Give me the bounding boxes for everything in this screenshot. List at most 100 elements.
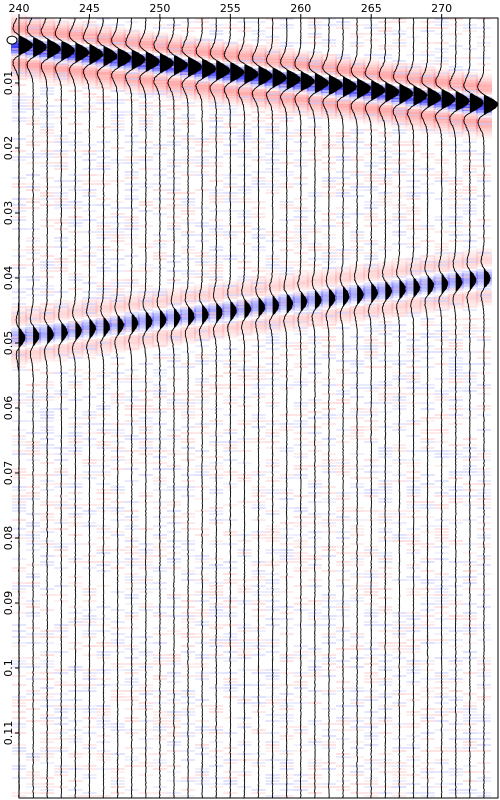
density-cell-direct (377, 105, 394, 108)
density-cell-reflection (335, 282, 352, 285)
noise-stripe (26, 48, 41, 50)
density-cell-direct (475, 128, 492, 131)
density-cell-direct (278, 74, 295, 78)
density-cell-reflection (320, 276, 337, 279)
density-cell-reflection (335, 313, 352, 316)
density-cell-reflection (95, 351, 112, 355)
density-cell-direct (236, 97, 253, 101)
density-cell-direct (405, 80, 422, 83)
noise-stripe (321, 72, 336, 74)
density-cell-direct (447, 80, 464, 84)
noise-stripe (68, 327, 83, 329)
noise-stripe (462, 123, 477, 125)
density-cell-reflection (264, 319, 281, 323)
density-cell-direct (391, 63, 408, 66)
noise-stripe (181, 300, 196, 302)
density-cell-direct (194, 40, 211, 43)
density-cell-direct (236, 53, 253, 57)
noise-stripe (476, 294, 491, 296)
noise-stripe (434, 261, 449, 263)
density-cell-direct (53, 48, 70, 51)
density-cell-reflection (391, 308, 408, 312)
density-cell-direct (278, 53, 295, 57)
density-cell-direct (461, 134, 478, 137)
noise-stripe (420, 63, 435, 65)
density-cell-direct (250, 50, 267, 53)
noise-stripe (166, 66, 181, 68)
density-cell-reflection (194, 289, 211, 293)
noise-stripe (26, 327, 41, 329)
noise-stripe (321, 66, 336, 68)
density-cell-reflection (250, 329, 267, 332)
density-cell-direct (377, 102, 394, 106)
noise-stripe (364, 267, 379, 269)
density-cell-direct (123, 83, 140, 86)
noise-stripe (364, 69, 379, 71)
noise-stripe (152, 42, 167, 44)
density-cell-reflection (461, 263, 478, 266)
density-cell-reflection (250, 279, 267, 283)
density-cell-reflection (405, 299, 422, 302)
density-cell-reflection (151, 323, 168, 327)
density-cell-reflection (292, 313, 309, 316)
density-cell-reflection (377, 313, 394, 316)
density-cell-reflection (180, 322, 197, 326)
density-cell-reflection (292, 308, 309, 311)
density-cell-direct (53, 58, 70, 62)
density-cell-reflection (306, 283, 323, 286)
noise-stripe (321, 54, 336, 56)
noise-stripe (82, 87, 97, 89)
density-cell-reflection (151, 315, 168, 319)
noise-stripe (392, 114, 407, 116)
density-cell-reflection (349, 269, 366, 273)
density-cell-direct (180, 72, 197, 75)
density-cell-reflection (405, 270, 422, 273)
density-cell-direct (25, 44, 42, 48)
noise-stripe (124, 39, 139, 41)
density-cell-direct (292, 50, 309, 53)
density-cell-direct (67, 24, 84, 27)
density-cell-direct (278, 48, 295, 52)
density-cell-direct (264, 70, 281, 73)
noise-stripe (293, 111, 308, 113)
noise-stripe (392, 312, 407, 314)
density-cell-direct (67, 76, 84, 79)
noise-stripe (237, 294, 252, 296)
noise-stripe (96, 315, 111, 317)
density-cell-reflection (320, 312, 337, 315)
density-cell-reflection (53, 351, 70, 355)
noise-stripe (124, 42, 139, 44)
density-cell-direct (320, 106, 337, 109)
noise-stripe (378, 276, 393, 278)
noise-stripe (476, 123, 491, 125)
density-cell-direct (137, 38, 154, 41)
density-cell-reflection (151, 295, 168, 298)
noise-stripe (350, 102, 365, 104)
noise-stripe (166, 90, 181, 92)
density-cell-reflection (236, 331, 253, 334)
density-cell-reflection (377, 263, 394, 267)
density-cell-direct (151, 40, 168, 43)
density-cell-direct (250, 89, 267, 92)
noise-stripe (138, 48, 153, 50)
noise-stripe (448, 252, 463, 254)
density-cell-reflection (278, 323, 295, 326)
density-cell-direct (208, 50, 225, 53)
noise-stripe (223, 48, 238, 50)
noise-stripe (462, 264, 477, 266)
density-cell-reflection (137, 343, 154, 347)
density-cell-reflection (475, 258, 492, 262)
density-cell-reflection (433, 308, 450, 311)
density-cell-reflection (123, 296, 140, 299)
density-cell-reflection (81, 304, 98, 307)
density-cell-reflection (151, 336, 168, 340)
density-cell-direct (39, 62, 56, 65)
density-cell-direct (165, 42, 182, 45)
density-cell-direct (391, 125, 408, 128)
noise-stripe (392, 276, 407, 278)
noise-stripe (251, 48, 266, 50)
noise-stripe (321, 315, 336, 317)
density-cell-reflection (363, 275, 380, 279)
density-cell-direct (335, 105, 352, 108)
density-cell-direct (39, 54, 56, 57)
